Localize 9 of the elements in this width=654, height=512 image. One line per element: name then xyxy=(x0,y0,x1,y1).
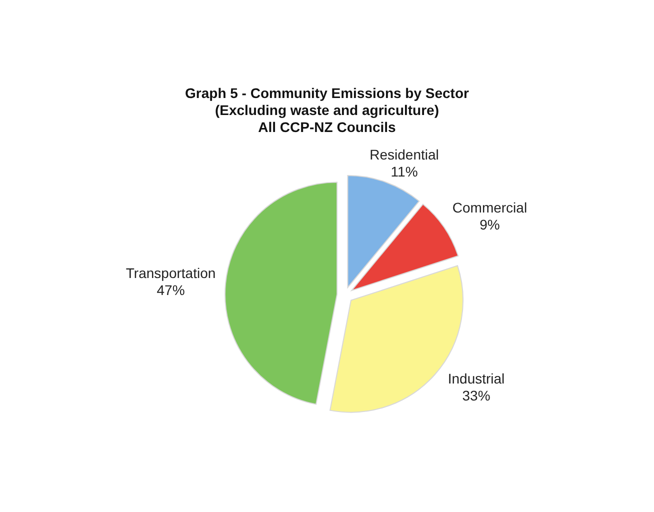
chart-title: Graph 5 - Community Emissions by Sector (Excluding waste and agriculture) All CCP-NZ Councils xyxy=(185,85,470,135)
data-label: 11% xyxy=(390,163,418,180)
slice-label: Residential xyxy=(370,146,439,162)
slice-label: Commercial xyxy=(452,199,528,216)
data-label: 47% xyxy=(156,282,185,298)
slice-label: Transportation xyxy=(126,264,216,281)
data-label: 33% xyxy=(462,388,490,404)
data-label: 9% xyxy=(480,216,500,232)
slice-label: Industrial xyxy=(448,370,505,387)
